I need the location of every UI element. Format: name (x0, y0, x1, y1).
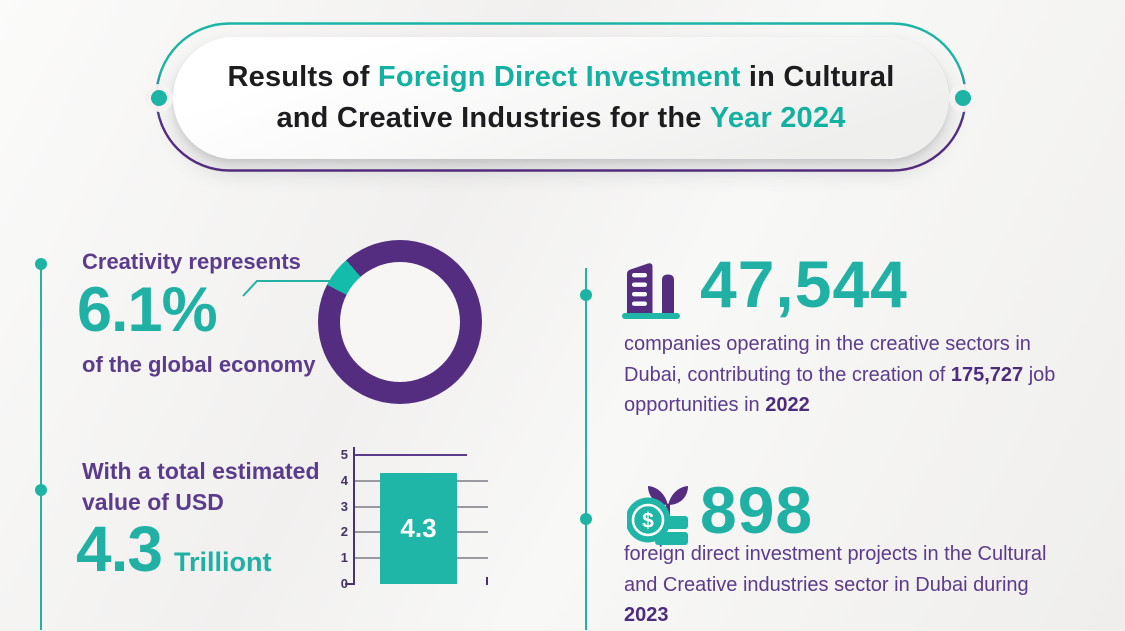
creativity-intro: Creativity represents (82, 249, 301, 274)
bar-plot: 4.3 (355, 454, 488, 584)
title-pill: Results of Foreign Direct Investment in … (173, 37, 949, 159)
usd-intro-line2: value of USD (82, 489, 224, 515)
svg-text:$: $ (642, 510, 654, 533)
page-title-line1: Results of Foreign Direct Investment in … (227, 57, 894, 98)
title-seg4: and Creative Industries for the (276, 102, 710, 134)
middle-node-dot-1 (580, 289, 592, 301)
y-tick-label: 4 (340, 472, 348, 488)
y-tick-label: 2 (340, 524, 348, 540)
bar-end-tick (486, 577, 488, 585)
title-highlight-fdi: Foreign Direct Investment (377, 61, 741, 93)
usd-value: 4.3 (76, 513, 163, 585)
projects-desc-seg1: foreign direct investment projects in th… (624, 543, 1047, 596)
projects-description: foreign direct investment projects in th… (624, 539, 1076, 631)
companies-desc-seg1: companies operating in the creative sect… (624, 333, 1031, 386)
usd-unit: Trilliont (173, 547, 272, 577)
creativity-caption: of the global economy (82, 352, 316, 377)
projects-count: 898 (700, 473, 814, 547)
y-tick-label: 3 (340, 498, 348, 514)
companies-description: companies operating in the creative sect… (624, 329, 1056, 421)
banner-right-dot (955, 90, 971, 106)
bar-value-label: 4.3 (400, 513, 437, 544)
banner-left-dot (151, 90, 167, 106)
bar: 4.3 (380, 473, 457, 584)
donut-hole (340, 262, 460, 382)
middle-guide-line (585, 268, 587, 630)
donut-chart (318, 240, 482, 404)
bar-axis-foot (345, 583, 354, 585)
companies-count: 47,544 (700, 247, 908, 321)
left-guide-line (40, 264, 42, 630)
companies-desc-seg2: job opportunities in (624, 363, 1056, 417)
title-highlight-year: Year 2024 (709, 102, 846, 134)
companies-year: 2022 (765, 394, 810, 416)
left-node-dot-2 (35, 484, 47, 496)
creativity-value: 6.1% (77, 275, 218, 345)
companies-jobs-number: 175,727 (950, 363, 1024, 386)
investment-growth-icon: $ (627, 486, 688, 545)
y-tick-label: 0 (341, 576, 348, 592)
title-seg3: in Cultural (740, 61, 895, 93)
gridline (355, 454, 467, 456)
usd-value-row: 4.3 Trilliont (76, 512, 271, 586)
y-tick-label: 5 (340, 447, 348, 462)
page-title-line2: and Creative Industries for the Year 202… (276, 98, 845, 139)
left-node-dot-1 (35, 258, 47, 270)
buildings-icon (622, 263, 680, 319)
donut-leader-line (242, 280, 335, 297)
bar-y-axis (353, 447, 355, 585)
bar-yticks: 0 1 2 3 4 5 (334, 447, 349, 591)
middle-node-dot-2 (580, 513, 592, 525)
y-tick-label: 1 (340, 550, 348, 566)
header-banner: Results of Foreign Direct Investment in … (151, 22, 971, 172)
usd-intro-line1: With a total estimated (82, 458, 320, 484)
projects-year: 2023 (624, 604, 669, 626)
title-seg1: Results of (227, 61, 378, 93)
bar-chart: 0 1 2 3 4 5 4.3 (334, 446, 494, 591)
